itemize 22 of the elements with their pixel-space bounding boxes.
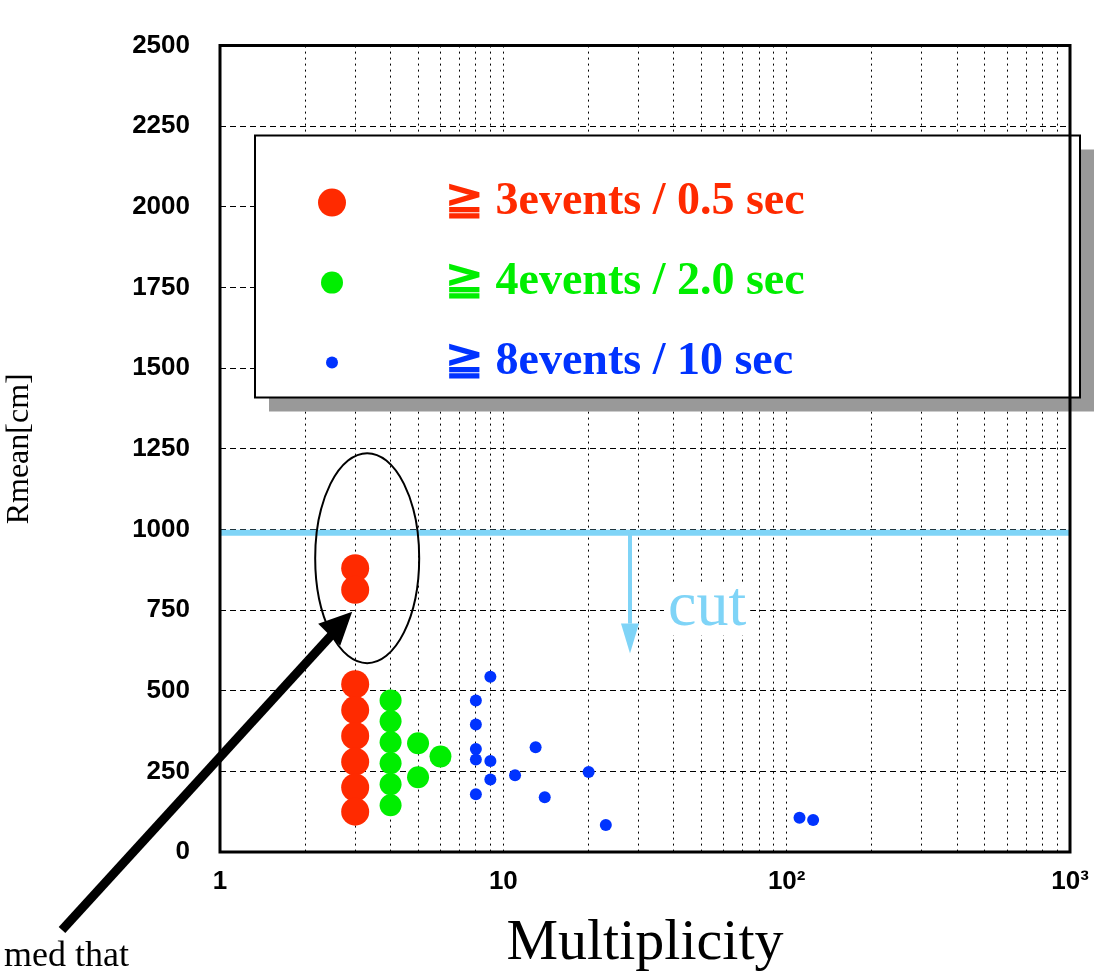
annotation: cut [668,568,747,640]
y-tick-label: 2500 [132,28,190,59]
y-tick-label: 750 [146,593,190,624]
x-tick-label: 10² [767,864,806,895]
legend-label: ≧ 8events / 10 sec [445,333,794,385]
y-tick-label: 500 [146,673,190,704]
text: med that [4,934,129,975]
y-axis-title: Rmean[cm] [0,373,35,525]
y-tick-label: 1750 [132,270,190,301]
y-tick-label: 1250 [132,431,190,462]
x-tick-label: 10³ [1051,864,1090,895]
x-tick-label: 1 [212,864,228,895]
x-axis-title: Multiplicity [506,907,784,973]
y-tick-label: 1500 [132,351,190,382]
legend-label: ≧ 4events / 2.0 sec [445,253,805,305]
y-tick-label: 2250 [132,109,190,140]
y-tick-label: 1000 [132,512,190,543]
legend-label: ≧ 3events / 0.5 sec [445,173,805,225]
y-tick-label: 0 [175,835,190,866]
y-tick-label: 250 [146,754,190,785]
x-tick-label: 10 [488,864,518,895]
y-tick-label: 2000 [132,190,190,221]
